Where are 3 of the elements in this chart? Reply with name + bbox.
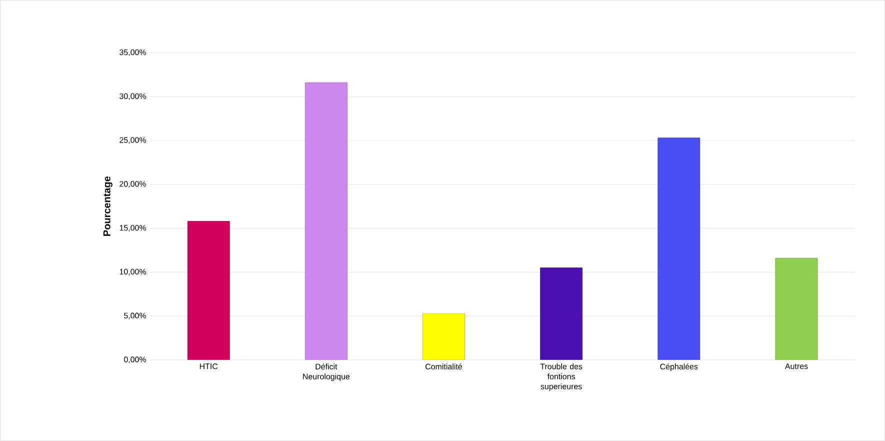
bar <box>658 138 700 360</box>
y-axis-title: Pourcentage <box>103 176 112 236</box>
bar <box>422 313 465 360</box>
